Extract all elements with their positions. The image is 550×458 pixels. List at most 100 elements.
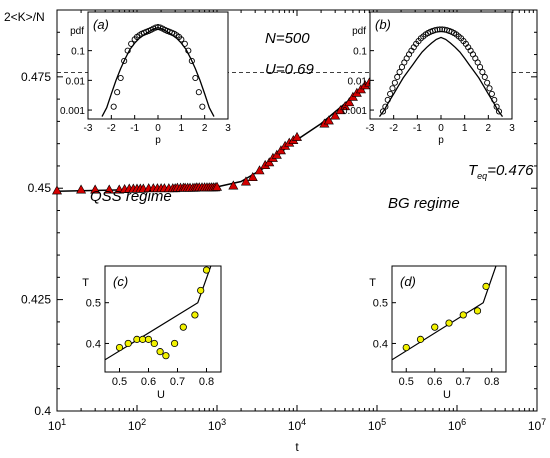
- x-axis-label: t: [295, 440, 299, 454]
- inset-panel-label: (c): [113, 274, 128, 289]
- inset-y-tick-label: 0.001: [60, 106, 85, 117]
- inset-data-point: [488, 90, 495, 97]
- inset-x-axis-label: p: [438, 135, 444, 146]
- data-point: [76, 184, 87, 194]
- data-point: [275, 145, 286, 155]
- y-axis-label: 2<K>/N: [4, 10, 45, 24]
- x-tick-label: 103: [208, 417, 226, 433]
- inset-x-tick-label: 2: [202, 123, 208, 134]
- inset-content: [105, 266, 212, 361]
- inset-y-tick-label: 0.01: [66, 76, 86, 87]
- inset-x-tick-label: 0.6: [427, 376, 442, 388]
- x-tick-label: 101: [48, 417, 66, 433]
- x-tick-base: 10: [528, 419, 542, 433]
- inset-data-point: [459, 311, 467, 319]
- inset-data-point: [117, 74, 124, 82]
- y-tick-label: 0.45: [28, 181, 52, 195]
- annotations: N=500 U=0.69 QSS regime BG regime Teq=0.476: [90, 30, 534, 212]
- inset-data-point: [384, 96, 391, 103]
- inset-y-tick-label: 0.4: [86, 338, 101, 350]
- teq-annotation: Teq=0.476: [468, 162, 534, 181]
- x-tick-base: 10: [128, 419, 142, 433]
- x-tick-exp: 3: [221, 417, 226, 427]
- inset-data-point: [416, 335, 425, 343]
- inset-a: -3 -2 -1 0 1 2 3 p 0.1 0.01 0.001 pdf (a): [60, 11, 231, 146]
- inset-data-point: [379, 108, 387, 115]
- inset-data-point: [389, 85, 396, 92]
- inset-data-point: [162, 352, 170, 360]
- inset-data-point: [387, 90, 394, 97]
- inset-data-point: [150, 339, 158, 348]
- inset-x-tick-label: -3: [366, 123, 375, 134]
- y-axis: 0.4 0.425 0.45 0.475 0.5 2<K>/N: [4, 10, 537, 418]
- data-point: [104, 184, 115, 194]
- inset-data-point: [474, 59, 481, 66]
- x-tick-base: 10: [48, 419, 62, 433]
- x-tick-label: 106: [448, 417, 466, 433]
- data-point: [264, 157, 275, 167]
- inset-y-axis-label: T: [369, 277, 376, 289]
- inset-x-axis-label: p: [155, 135, 161, 146]
- x-tick-label: 107: [528, 417, 546, 433]
- inset-data-point: [124, 339, 132, 348]
- inset-x-tick-label: 0.7: [170, 376, 185, 388]
- inset-c: 0.5 0.6 0.7 0.8 U 0.4 0.5 T (c): [82, 265, 222, 401]
- inset-data-point: [199, 103, 206, 110]
- inset-data-point: [185, 47, 192, 54]
- inset-data-point: [382, 103, 389, 110]
- y-tick-label: 0.425: [21, 293, 51, 307]
- x-tick-exp: 1: [61, 417, 66, 427]
- inset-data-point: [192, 74, 199, 82]
- inset-data-point: [398, 64, 406, 71]
- inset-y-axis-label: pdf: [352, 26, 366, 37]
- data-point: [228, 180, 239, 190]
- x-tick-exp: 4: [301, 417, 306, 427]
- inset-x-tick-label: 3: [225, 123, 231, 134]
- x-tick-label: 105: [368, 417, 386, 433]
- inset-data-point: [436, 26, 443, 33]
- inset-x-tick-label: 0.6: [141, 376, 156, 388]
- inset-data-point: [484, 79, 491, 86]
- inset-data-point: [121, 57, 128, 64]
- x-tick-base: 10: [368, 419, 382, 433]
- inset-data-point: [476, 64, 484, 71]
- inset-x-tick-label: 1: [179, 123, 185, 134]
- inset-data-point: [473, 307, 482, 315]
- inset-x-tick-label: 0.7: [456, 376, 471, 388]
- inset-x-tick-label: 3: [509, 123, 515, 134]
- inset-y-tick-label: 0.001: [342, 106, 367, 117]
- main-plot: 101102103104105106107t0.40.4250.450.4750…: [4, 9, 546, 454]
- inset-y-tick-label: 0.1: [71, 47, 85, 58]
- x-tick-exp: 6: [461, 417, 466, 427]
- inset-x-tick-label: -3: [84, 123, 93, 134]
- x-tick-base: 10: [288, 419, 302, 433]
- x-tick-label: 104: [288, 417, 306, 433]
- inset-frame: [369, 11, 513, 120]
- inset-data-point: [188, 57, 195, 64]
- inset-x-tick-label: -1: [413, 123, 422, 134]
- data-point: [330, 110, 341, 120]
- inset-data-point: [445, 319, 453, 327]
- inset-data-point: [394, 73, 401, 81]
- data-point: [323, 115, 334, 125]
- inset-data-point: [396, 69, 403, 76]
- inset-data-point: [181, 40, 188, 47]
- inset-data-point: [434, 26, 441, 33]
- inset-data-point: [197, 286, 205, 295]
- inset-x-axis-label: U: [443, 389, 451, 401]
- teq-value: =0.476: [487, 162, 534, 179]
- inset-d: 0.5 0.6 0.7 0.8 U 0.4 0.5 T (d): [369, 265, 507, 401]
- inset-data-point: [202, 266, 211, 274]
- inset-x-axis-label: U: [157, 389, 165, 401]
- inset-data-point: [110, 103, 117, 110]
- inset-data-point: [491, 96, 498, 103]
- inset-data-point: [115, 343, 124, 352]
- inset-y-tick-label: 0.5: [373, 298, 388, 310]
- inset-data-point: [191, 311, 199, 319]
- x-tick-base: 10: [448, 419, 462, 433]
- inset-data-point: [178, 36, 185, 43]
- inset-data-point: [156, 348, 164, 356]
- inset-x-tick-label: -1: [130, 123, 139, 134]
- data-point: [240, 176, 251, 186]
